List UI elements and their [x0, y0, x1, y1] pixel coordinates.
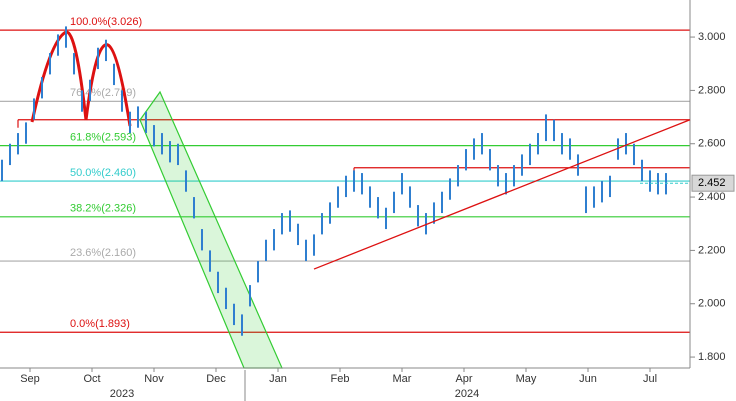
x-tick-label: Apr: [455, 373, 472, 385]
year-label: 2023: [110, 388, 134, 400]
y-tick-label: 2.800: [698, 84, 726, 96]
last-price-label: 2.452: [698, 177, 726, 189]
x-tick-label: Sep: [20, 373, 40, 385]
fib-label: 23.6%(2.160): [70, 247, 136, 259]
fib-label: 100.0%(3.026): [70, 16, 142, 28]
y-tick-label: 2.200: [698, 244, 726, 256]
y-tick-label: 1.800: [698, 351, 726, 363]
x-tick-label: Dec: [206, 373, 226, 385]
year-label: 2024: [455, 388, 479, 400]
fib-label: 38.2%(2.326): [70, 203, 136, 215]
x-tick-label: Jan: [269, 373, 287, 385]
trendline: [313, 119, 691, 270]
x-tick-label: Feb: [331, 373, 350, 385]
y-tick-label: 2.000: [698, 298, 726, 310]
pattern-arc: [84, 43, 132, 127]
fib-label: 76.4%(2.759): [70, 87, 136, 99]
x-tick-label: May: [516, 373, 537, 385]
y-tick-label: 3.000: [698, 31, 726, 43]
fib-label: 50.0%(2.460): [70, 167, 136, 179]
last-price-box: [691, 174, 735, 192]
x-tick-label: Jul: [643, 373, 657, 385]
x-tick-label: Jun: [579, 373, 597, 385]
x-tick-label: Oct: [83, 373, 100, 385]
x-tick-label: Nov: [144, 373, 164, 385]
fib-label: 0.0%(1.893): [70, 318, 130, 330]
y-tick-label: 2.400: [698, 191, 726, 203]
x-tick-label: Mar: [393, 373, 412, 385]
y-tick-label: 2.600: [698, 138, 726, 150]
fib-label: 61.8%(2.593): [70, 132, 136, 144]
